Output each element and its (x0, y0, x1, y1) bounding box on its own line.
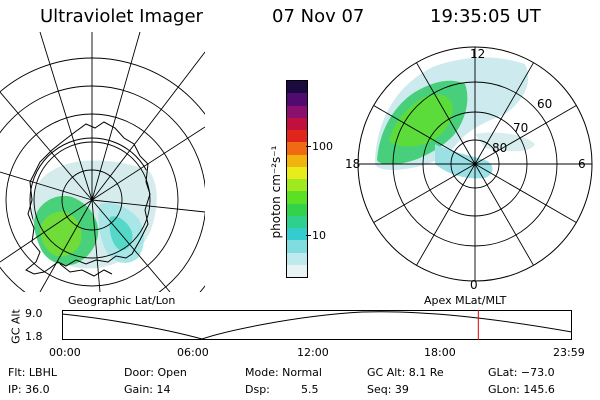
dsp-value: 5.5 (301, 383, 319, 396)
colorbar-cell (287, 105, 307, 118)
time-label: 19:35:05 UT (430, 6, 541, 27)
date-label: 07 Nov 07 (272, 6, 365, 27)
xtick-1800: 18:00 (424, 346, 456, 359)
colorbar-cell (287, 179, 307, 192)
colorbar (286, 80, 308, 278)
left-panel-label: Geographic Lat/Lon (68, 294, 176, 307)
coastline (25, 121, 151, 275)
colorbar-cell (287, 203, 307, 216)
colorbar-cell (287, 93, 307, 106)
colorbar-unit-label: photon cm⁻²s⁻¹ (269, 145, 283, 239)
colorbar-cell (287, 252, 307, 265)
colorbar-cell (287, 117, 307, 130)
altitude-ylabel: GC Alt (9, 309, 23, 344)
colorbar-tick-label-100: 100 (312, 140, 333, 153)
colorbar-cell (287, 130, 307, 143)
colorbar-cell (287, 154, 307, 167)
app-title: Ultraviolet Imager (40, 6, 203, 27)
xtick-2359: 23:59 (553, 346, 585, 359)
dsp-label: Dsp: (245, 383, 270, 396)
door-status: Door: Open (124, 366, 187, 379)
altitude-plot (62, 310, 572, 340)
altitude-ytick-high: 9.0 (25, 307, 43, 320)
mlt-label-18: 18 (345, 157, 361, 171)
mlat-label-70: 70 (513, 121, 529, 135)
colorbar-cell (287, 81, 307, 94)
geo-longitude: GLon: 145.6 (488, 383, 555, 396)
gc-altitude: GC Alt: 8.1 Re (367, 366, 444, 379)
colorbar-cell (287, 191, 307, 204)
xtick-0000: 00:00 (49, 346, 81, 359)
geo-latitude: GLat: −73.0 (488, 366, 555, 379)
colorbar-cell (287, 228, 307, 241)
mlt-label-12: 12 (470, 47, 486, 61)
ip-value: IP: 36.0 (8, 383, 50, 396)
sequence-number: Seq: 39 (367, 383, 409, 396)
xtick-1200: 12:00 (297, 346, 329, 359)
colorbar-tick-10 (306, 235, 311, 236)
colorbar-cell (287, 215, 307, 228)
mlat-label-60: 60 (537, 97, 553, 111)
mlt-label-6: 6 (578, 157, 586, 171)
polar-plot (357, 46, 593, 282)
flight-filter: Flt: LBHL (8, 366, 57, 379)
altitude-ytick-low: 1.8 (25, 330, 43, 343)
colorbar-tick-100 (306, 146, 311, 147)
colorbar-cell (287, 142, 307, 155)
colorbar-cell (287, 166, 307, 179)
mlt-label-0: 0 (470, 278, 478, 292)
mlat-label-80: 80 (492, 141, 508, 155)
right-panel-label: Apex MLat/MLT (424, 294, 507, 307)
colorbar-tick-label-10: 10 (312, 229, 326, 242)
gain-value: Gain: 14 (124, 383, 171, 396)
mode-value: Mode: Normal (245, 366, 322, 379)
colorbar-cell (287, 264, 307, 277)
xtick-0600: 06:00 (177, 346, 209, 359)
geographic-map (0, 32, 205, 292)
colorbar-cell (287, 240, 307, 253)
